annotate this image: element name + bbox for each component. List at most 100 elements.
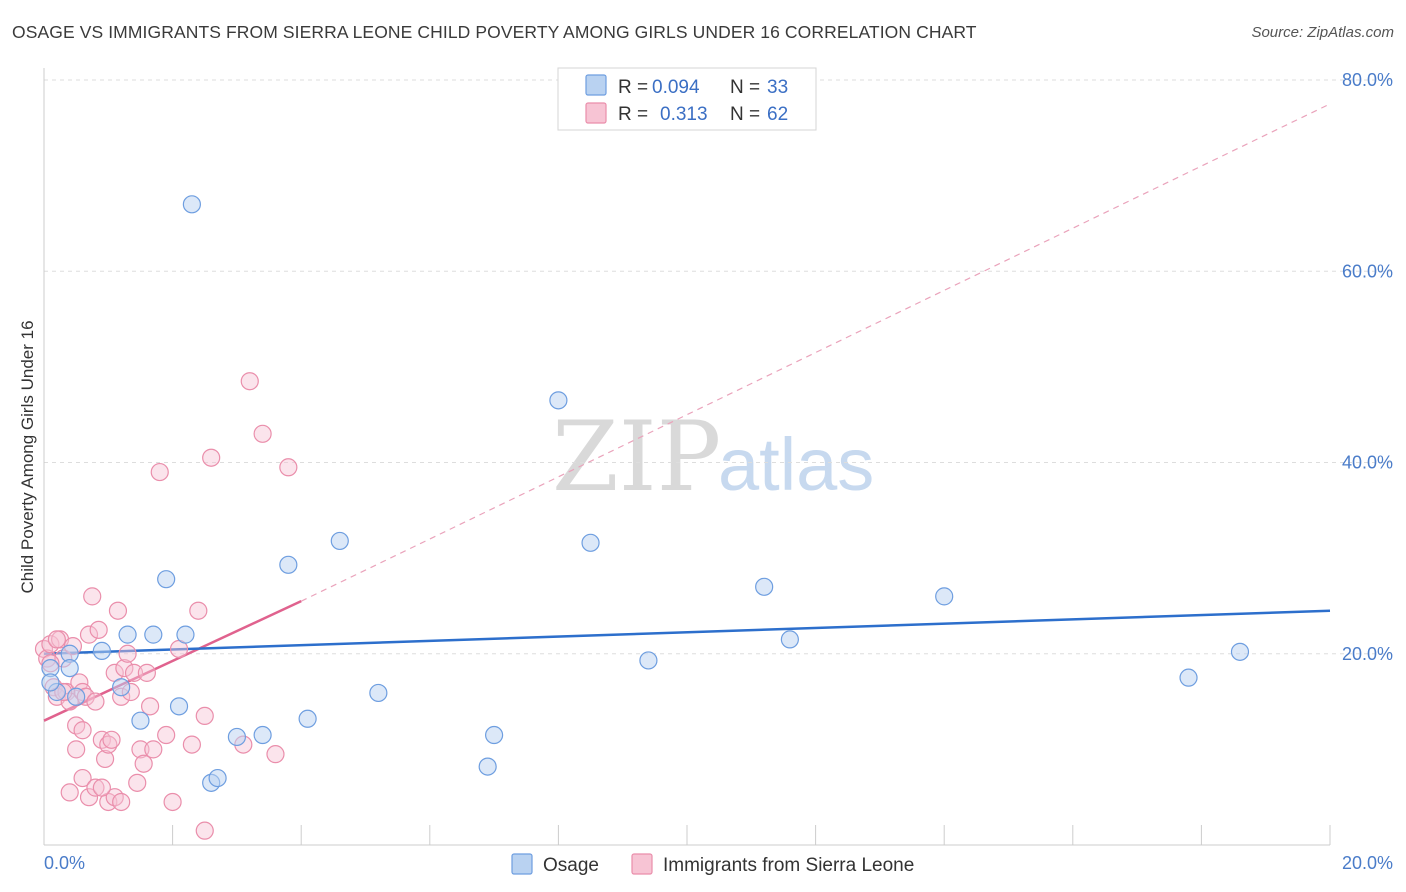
legend-n-value-1: 33 <box>767 77 788 98</box>
point-sierra-leone <box>60 783 79 802</box>
point-sierra-leone <box>112 792 131 812</box>
legend-r-label-2: R = <box>618 104 648 125</box>
point-sierra-leone <box>79 625 99 644</box>
bottom-legend: Osage Immigrants from Sierra Leone <box>511 853 914 876</box>
point-sierra-leone <box>89 620 108 639</box>
point-osage <box>227 727 246 747</box>
point-osage <box>112 678 131 697</box>
point-sierra-leone <box>79 788 99 807</box>
point-osage <box>549 391 568 410</box>
y-axis-label: Child Poverty Among Girls Under 16 <box>18 320 37 593</box>
point-sierra-leone <box>73 721 92 740</box>
point-osage <box>935 587 954 606</box>
point-osage <box>369 683 388 703</box>
legend-r-value-2: 0.313 <box>660 104 708 125</box>
point-sierra-leone <box>102 730 121 749</box>
trend-line-sierra-leone-extended <box>300 103 1331 602</box>
grid <box>44 79 1393 655</box>
point-sierra-leone <box>128 773 147 792</box>
point-sierra-leone <box>195 821 214 840</box>
legend-r-label-1: R = <box>618 77 648 98</box>
point-sierra-leone <box>150 462 169 482</box>
point-sierra-leone <box>83 587 102 606</box>
legend-swatch-osage <box>585 74 607 96</box>
point-osage <box>279 555 298 574</box>
y-tick-labels: 20.0% 40.0% 60.0% 80.0% <box>1342 70 1393 664</box>
point-osage <box>755 577 774 596</box>
point-osage <box>1179 668 1198 687</box>
point-sierra-leone <box>86 692 105 711</box>
point-sierra-leone <box>195 706 214 726</box>
bottom-legend-swatch-sierra-leone <box>631 853 653 875</box>
point-osage <box>131 711 150 730</box>
watermark-atlas: atlas <box>718 423 874 506</box>
point-osage <box>92 641 111 660</box>
point-osage <box>169 697 189 716</box>
point-sierra-leone <box>202 448 221 467</box>
point-osage <box>253 725 272 745</box>
x-ticks <box>43 825 1331 845</box>
y-tick-label: 20.0% <box>1342 644 1393 664</box>
point-osage <box>1230 642 1250 661</box>
legend-n-value-2: 62 <box>767 104 788 125</box>
point-osage <box>118 625 137 644</box>
point-sierra-leone <box>253 424 272 443</box>
y-tick-label: 40.0% <box>1342 453 1393 473</box>
point-sierra-leone <box>67 740 86 759</box>
point-sierra-leone <box>182 735 201 754</box>
point-osage <box>780 630 799 649</box>
point-osage <box>330 531 349 551</box>
point-sierra-leone <box>266 745 285 764</box>
point-sierra-leone <box>137 663 156 682</box>
point-sierra-leone <box>118 644 137 663</box>
trend-line-osage <box>43 609 1331 655</box>
point-sierra-leone <box>157 725 176 745</box>
watermark-zip: ZIP <box>552 401 721 513</box>
point-sierra-leone <box>73 768 92 788</box>
point-sierra-leone <box>124 663 144 682</box>
points-sierra-leone <box>34 372 298 840</box>
legend-r-value-1: 0.094 <box>652 77 700 98</box>
point-osage <box>208 768 227 788</box>
point-osage <box>478 757 497 776</box>
point-sierra-leone <box>279 458 298 477</box>
point-sierra-leone <box>47 630 66 649</box>
point-sierra-leone <box>86 778 105 797</box>
point-sierra-leone <box>108 601 128 620</box>
bottom-legend-label-sierra-leone: Immigrants from Sierra Leone <box>663 855 914 876</box>
point-osage <box>67 687 86 706</box>
point-sierra-leone <box>95 749 115 769</box>
points-osage <box>41 195 1250 792</box>
point-osage <box>581 533 600 552</box>
point-sierra-leone <box>134 754 153 773</box>
point-sierra-leone <box>131 740 150 759</box>
legend-n-label-1: N = <box>730 77 760 98</box>
point-osage <box>144 625 163 644</box>
y-tick-label: 80.0% <box>1342 70 1393 90</box>
point-osage <box>182 195 201 214</box>
point-sierra-leone <box>144 740 163 759</box>
x-tick-label-max: 20.0% <box>1342 853 1393 873</box>
point-osage <box>60 658 79 678</box>
source-label: Source: ZipAtlas.com <box>1251 24 1394 41</box>
point-sierra-leone <box>92 778 111 797</box>
point-sierra-leone <box>140 697 160 716</box>
point-osage <box>298 709 317 728</box>
bottom-legend-label-osage: Osage <box>543 855 599 876</box>
legend-n-label-2: N = <box>730 104 760 125</box>
point-osage <box>639 651 658 670</box>
point-sierra-leone <box>189 601 208 620</box>
point-sierra-leone <box>115 658 134 678</box>
legend: R = 0.094 N = 33 R = 0.313 N = 62 <box>557 67 817 131</box>
y-tick-label: 60.0% <box>1342 261 1393 281</box>
bottom-legend-swatch-osage <box>511 853 533 875</box>
x-tick-label-min: 0.0% <box>44 853 85 873</box>
point-osage <box>41 673 60 692</box>
point-sierra-leone <box>240 372 259 391</box>
legend-swatch-sierra-leone <box>585 102 607 124</box>
point-osage <box>176 625 195 644</box>
point-osage <box>157 570 176 589</box>
chart-title: OSAGE VS IMMIGRANTS FROM SIERRA LEONE CH… <box>12 22 977 42</box>
point-sierra-leone <box>163 792 182 812</box>
